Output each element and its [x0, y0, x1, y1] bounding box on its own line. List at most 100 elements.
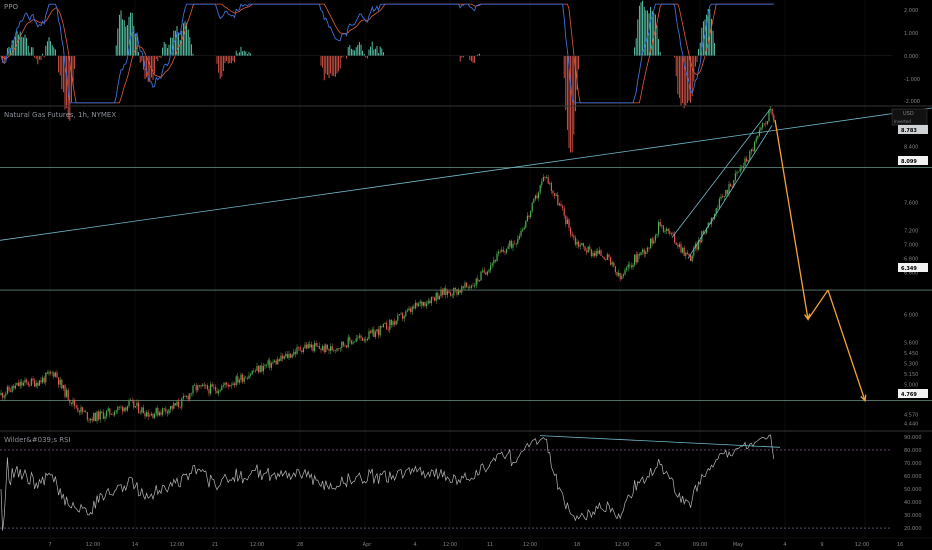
candle-body [112, 414, 114, 416]
candle-body [250, 374, 252, 376]
candle-body [536, 195, 538, 199]
candle-body [70, 402, 72, 404]
candle-body [373, 329, 375, 337]
price-tick: 4.440 [904, 422, 918, 428]
candle-body [754, 142, 756, 151]
candle-body [435, 292, 437, 301]
x-axis[interactable]: 7 12:00 14 12:00 21 12:00 28 Apr 4 12:00 11 12:00 18… [0, 537, 932, 548]
candle-body [67, 389, 69, 400]
candle-body [677, 244, 679, 247]
candle-body [82, 407, 84, 412]
candle-body [318, 346, 320, 349]
rsi-line [0, 434, 775, 531]
candle-body [366, 338, 368, 341]
candle-body [563, 208, 565, 216]
candle-body [80, 407, 82, 413]
price-tick: 6.800 [904, 257, 918, 263]
candle-body [6, 386, 8, 394]
candle-body [290, 353, 292, 358]
candle-body [685, 252, 687, 256]
candle-body [741, 167, 743, 169]
candle-body [211, 384, 213, 387]
candle-body [454, 288, 456, 290]
horizontal-levels[interactable] [0, 167, 932, 402]
drawings[interactable] [0, 107, 932, 403]
candle-body [78, 411, 80, 413]
candle-body [400, 313, 402, 315]
rsi-tick: 70.000 [904, 461, 922, 467]
level-tag [898, 389, 928, 398]
candle-body [179, 406, 181, 408]
candle-body [530, 210, 532, 217]
candle-body [627, 264, 629, 268]
candle-body [126, 406, 128, 411]
candle-body [69, 399, 71, 403]
candle-body [469, 286, 471, 288]
candle-body [243, 377, 245, 382]
price-pane[interactable]: Natural Gas Futures, 1h, NYMEX 8.400 7.60… [0, 106, 932, 428]
candle-body [3, 395, 5, 398]
candle-body [254, 370, 256, 372]
candle-body [358, 335, 360, 338]
candle-body [139, 412, 141, 413]
candle-body [18, 382, 20, 387]
candle-body [178, 401, 180, 407]
candle-body [294, 351, 296, 354]
candle-body [98, 411, 100, 420]
candle-body [13, 385, 15, 389]
candle-body [110, 414, 112, 415]
candle-body [304, 344, 306, 349]
candle-body [274, 360, 276, 363]
candle-body [458, 290, 460, 295]
candle-body [328, 348, 330, 351]
candle-body [480, 271, 482, 281]
candle-body [56, 372, 58, 378]
x-axis-label: 12:00 [443, 542, 457, 548]
candle-body [562, 206, 564, 209]
candle-body [242, 374, 244, 382]
candle-body [22, 382, 24, 386]
grid [49, 0, 866, 538]
candle-body [755, 138, 757, 143]
candle-body [474, 285, 476, 287]
candle-body [362, 337, 364, 341]
candle-body [726, 189, 728, 194]
candle-body [461, 286, 463, 293]
candle-body [117, 407, 119, 411]
candle-body [622, 274, 624, 277]
candle-body [186, 395, 188, 397]
candle-body [440, 289, 442, 297]
price-tick: 5.000 [904, 383, 918, 389]
candle-body [150, 413, 152, 416]
candle-body [515, 243, 517, 245]
candle-body [240, 374, 242, 381]
candle-body [10, 390, 12, 392]
candle-body [229, 384, 231, 387]
candle-body [766, 120, 768, 125]
candle-body [235, 376, 237, 386]
candle-body [578, 241, 580, 247]
candle-body [626, 267, 628, 270]
candle-body [722, 196, 724, 198]
candle-body [306, 344, 308, 349]
candle-body [192, 385, 194, 394]
candle-body [283, 356, 285, 359]
candle-body [718, 198, 720, 208]
candle-body [269, 360, 271, 368]
candle-body [291, 354, 293, 358]
rsi-pane[interactable]: Wilder&#039;s RSI 90.000 80.000 70.000 60.0… [0, 434, 922, 532]
candle-body [251, 370, 253, 375]
candle-body [525, 221, 527, 228]
candle-body [483, 270, 485, 273]
candle-body [147, 412, 149, 417]
candle-body [771, 108, 773, 115]
candle-body [488, 269, 490, 272]
candle-body [0, 393, 2, 395]
candle-body [686, 252, 688, 254]
candle-body [350, 340, 352, 344]
candle-body [72, 399, 74, 404]
candle-body [414, 302, 416, 309]
candle-body [35, 383, 37, 387]
ppo-pane[interactable]: PPO 2.000 1.000 0.000 -1.000 -2.000 [0, 0, 920, 153]
